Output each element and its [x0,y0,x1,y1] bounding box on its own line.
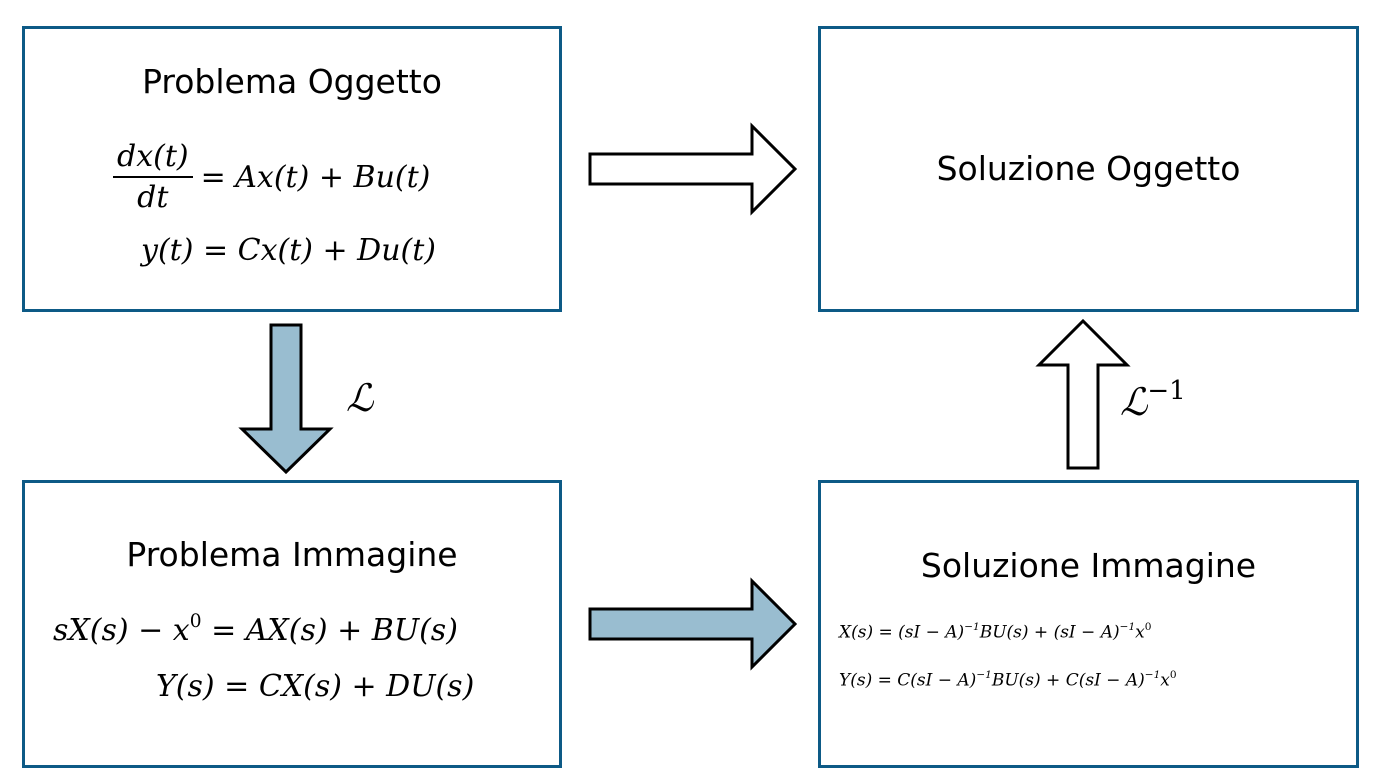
sol-eq1-part3: x [1135,622,1145,643]
problem-object-box: Problema Oggetto dx(t) dt = Ax(t) + Bu(t… [22,26,562,312]
solution-output-equation: Y(s) = C(sI − A)−1BU(s) + C(sI − A)−1x0 [839,669,1177,690]
image-output-equation: Y(s) = CX(s) + DU(s) [156,669,475,704]
sol-eq2-exp3: 0 [1169,669,1177,681]
inverse-laplace-label: ℒ−1 [1120,376,1186,424]
sol-eq1-exp2: −1 [1119,621,1136,633]
solution-image-title: Soluzione Immagine [920,546,1257,585]
problem-image-title: Problema Immagine [126,535,458,574]
derivative-fraction: dx(t) dt [113,139,193,215]
sol-eq2-exp2: −1 [1144,669,1161,681]
solution-object-title: Soluzione Oggetto [936,149,1241,188]
image-state-rhs: = AX(s) + BU(s) [201,613,458,649]
sol-eq2-part3: x [1160,670,1170,691]
image-state-lhs: sX(s) − x [53,613,190,649]
sol-eq1-exp3: 0 [1144,621,1152,633]
solution-image-box: Soluzione Immagine X(s) = (sI − A)−1BU(s… [818,480,1359,768]
derivative-denominator: dt [137,180,169,215]
derivative-numerator: dx(t) [117,139,189,174]
fraction-bar [113,176,193,178]
arrow-down-left-shape [238,323,334,475]
sol-eq2-part2: BU(s) + C(sI − A) [991,670,1145,691]
state-equation-rhs: = Ax(t) + Bu(t) [200,159,431,195]
solution-object-box: Soluzione Oggetto [818,26,1359,312]
sol-eq1-exp1: −1 [964,621,980,633]
laplace-label: ℒ [346,376,374,420]
arrow-up-right-shape [1035,318,1131,470]
solution-state-equation: X(s) = (sI − A)−1BU(s) + (sI − A)−1x0 [839,621,1151,642]
image-state-equation: sX(s) − x0 = AX(s) + BU(s) [53,611,458,648]
arrow-right-top-shape [588,122,798,216]
inverse-laplace-symbol: ℒ [1120,380,1148,424]
initial-state-superscript: 0 [189,611,202,632]
problem-object-title: Problema Oggetto [142,62,442,101]
sol-eq1-part1: X(s) = (sI − A) [839,622,965,643]
sol-eq1-part2: BU(s) + (sI − A) [979,622,1120,643]
inverse-laplace-exponent: −1 [1147,376,1186,406]
state-equation: dx(t) dt = Ax(t) + Bu(t) [113,139,430,215]
sol-eq2-exp1: −1 [976,669,992,681]
sol-eq2-part1: Y(s) = C(sI − A) [839,670,977,691]
output-equation: y(t) = Cx(t) + Du(t) [141,233,437,268]
problem-image-box: Problema Immagine sX(s) − x0 = AX(s) + B… [22,480,562,768]
arrow-right-bottom-shape [588,577,798,671]
